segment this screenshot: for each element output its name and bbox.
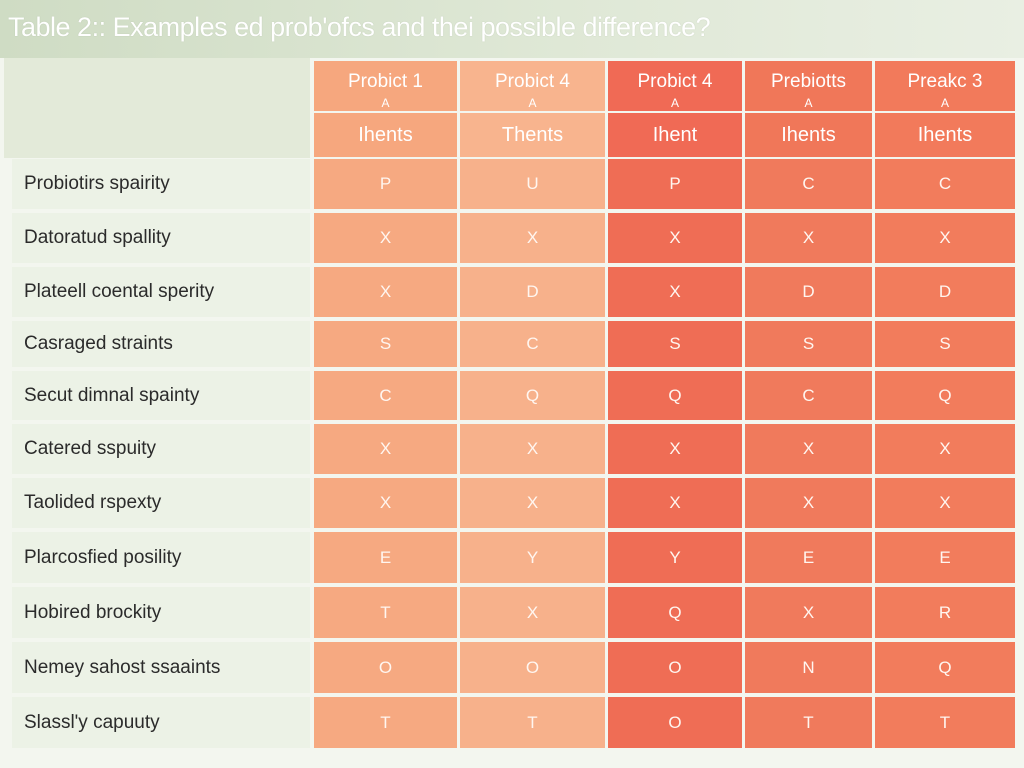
table-cell: Q [608, 371, 742, 420]
table-cell: X [745, 587, 872, 638]
table-cell: X [314, 267, 457, 317]
table-cell: O [608, 642, 742, 693]
column-header: Preakc 3 A [875, 61, 1015, 111]
table-cell: X [745, 424, 872, 474]
table-cell: X [460, 424, 605, 474]
table-cell: X [745, 478, 872, 528]
table-cell: Q [875, 371, 1015, 420]
row-label: Casraged straints [12, 321, 310, 367]
table-cell: X [875, 478, 1015, 528]
table-cell: X [314, 478, 457, 528]
table-cell: X [460, 478, 605, 528]
row-label: Hobired brockity [12, 587, 310, 638]
row-label: Nemey sahost ssaaints [12, 642, 310, 693]
column-name: Probict 1 [348, 71, 423, 92]
table-cell: C [745, 159, 872, 209]
column-name: Prebiotts [771, 71, 846, 92]
table-cell: C [314, 371, 457, 420]
table-cell: X [875, 424, 1015, 474]
column-header: Probict 1 A [314, 61, 457, 111]
column-subheader: Ihents [875, 113, 1015, 157]
column-name: Preakc 3 [907, 71, 983, 92]
table-cell: D [460, 267, 605, 317]
table-cell: E [875, 532, 1015, 583]
row-label: Slassl'y capuuty [12, 697, 310, 748]
table-cell: C [875, 159, 1015, 209]
table-cell: T [314, 697, 457, 748]
table-cell: Q [875, 642, 1015, 693]
table-cell: X [608, 267, 742, 317]
table-cell: T [745, 697, 872, 748]
column-marker: A [670, 96, 679, 110]
table-cell: O [314, 642, 457, 693]
table-cell: Q [608, 587, 742, 638]
table-cell: D [875, 267, 1015, 317]
table-cell: T [460, 697, 605, 748]
table-cell: D [745, 267, 872, 317]
column-name: Probict 4 [495, 71, 570, 92]
table-cell: O [608, 697, 742, 748]
table-title: Table 2:: Examples ed prob'ofcs and thei… [8, 12, 711, 42]
column-subheader: Thents [460, 113, 605, 157]
table-cell: X [314, 213, 457, 263]
table-cell: Y [460, 532, 605, 583]
row-label: Taolided rspexty [12, 478, 310, 528]
column-header: Prebiotts A [745, 61, 872, 111]
table-cell: X [608, 478, 742, 528]
table-cell: R [875, 587, 1015, 638]
column-subheader: Ihents [314, 113, 457, 157]
table-cell: S [745, 321, 872, 367]
table-cell: Y [608, 532, 742, 583]
column-header: Probict 4 A [608, 61, 742, 111]
table-cell: X [460, 587, 605, 638]
column-marker: A [804, 96, 813, 110]
row-label: Plateell coental sperity [12, 267, 310, 317]
column-marker: A [940, 96, 949, 110]
table-cell: S [875, 321, 1015, 367]
table-cell: T [875, 697, 1015, 748]
table-cell: X [314, 424, 457, 474]
table-cell: N [745, 642, 872, 693]
table-cell: X [460, 213, 605, 263]
table-cell: O [460, 642, 605, 693]
table-cell: P [608, 159, 742, 209]
table-cell: T [314, 587, 457, 638]
column-marker: A [528, 96, 537, 110]
table-cell: S [608, 321, 742, 367]
column-marker: A [381, 96, 390, 110]
row-label: Plarcosfied posility [12, 532, 310, 583]
table-cell: X [875, 213, 1015, 263]
table-cell: X [608, 424, 742, 474]
row-label: Secut dimnal spainty [12, 371, 310, 420]
table-cell: P [314, 159, 457, 209]
column-subheader: Ihents [745, 113, 872, 157]
table-cell: X [745, 213, 872, 263]
table-cell: X [608, 213, 742, 263]
table-cell: Q [460, 371, 605, 420]
table-cell: C [745, 371, 872, 420]
row-label: Datoratud spallity [12, 213, 310, 263]
table-cell: C [460, 321, 605, 367]
column-header: Probict 4 A [460, 61, 605, 111]
title-bar [0, 0, 1024, 58]
row-label: Catered sspuity [12, 424, 310, 474]
header-corner [4, 58, 310, 158]
column-name: Probict 4 [637, 71, 713, 92]
table-cell: E [745, 532, 872, 583]
table-cell: E [314, 532, 457, 583]
row-label: Probiotirs spairity [12, 159, 310, 209]
column-subheader: Ihent [608, 113, 742, 157]
table-cell: U [460, 159, 605, 209]
table-cell: S [314, 321, 457, 367]
